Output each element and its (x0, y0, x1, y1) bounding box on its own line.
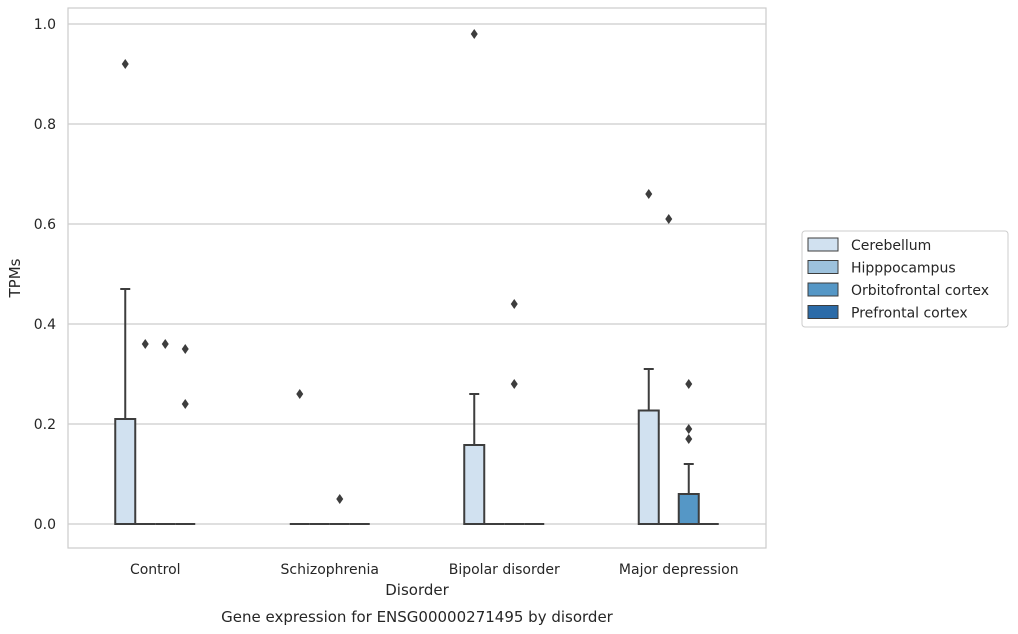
box-body (114, 418, 137, 525)
plot-area-frame (67, 7, 767, 549)
y-tick-label: 0.8 (34, 117, 56, 133)
y-tick-labels: 0.0 0.2 0.4 0.6 0.8 1.0 (34, 17, 56, 533)
box-cerebellum-0 (114, 288, 137, 525)
outlier-point (685, 379, 693, 389)
legend: Cerebellum Hipppocampus Orbitofrontal cort… (801, 230, 1009, 328)
outlier-point (510, 299, 518, 309)
x-tick-label: Schizophrenia (281, 562, 379, 578)
outlier-point (645, 189, 653, 199)
outlier-point (181, 344, 189, 354)
legend-swatch (807, 282, 839, 297)
y-axis-label: TPMs (6, 258, 24, 298)
boxes (114, 288, 719, 525)
y-tick-label: 0.2 (34, 417, 56, 433)
outlier-point (141, 339, 149, 349)
chart-caption: Gene expression for ENSG00000271495 by d… (221, 608, 614, 626)
grid-lines (68, 23, 766, 525)
legend-label: Prefrontal cortex (851, 306, 968, 322)
x-tick-label: Major depression (619, 562, 739, 578)
legend-swatch (807, 237, 839, 252)
y-tick-label: 1.0 (34, 17, 56, 33)
legend-label: Orbitofrontal cortex (851, 283, 989, 299)
outliers (121, 29, 693, 504)
legend-label: Cerebellum (851, 238, 931, 254)
legend-swatch (807, 260, 839, 274)
x-axis-label: Disorder (385, 581, 449, 599)
y-tick-label: 0.4 (34, 317, 56, 333)
outlier-point (665, 214, 673, 224)
outlier-point (685, 434, 693, 444)
box-cerebellum-3 (637, 368, 660, 525)
y-tick-label: 0.0 (34, 517, 56, 533)
box-body (463, 444, 486, 525)
box-orbitofrontal-cortex-3 (677, 463, 700, 525)
outlier-point (336, 494, 344, 504)
outlier-point (296, 389, 304, 399)
outlier-point (470, 29, 478, 39)
x-tick-label: Control (130, 562, 181, 578)
legend-frame (801, 230, 1009, 328)
legend-label: Hipppocampus (851, 261, 956, 277)
x-tick-label: Bipolar disorder (449, 562, 560, 578)
outlier-point (181, 399, 189, 409)
y-tick-label: 0.6 (34, 217, 56, 233)
box-body (677, 493, 700, 525)
x-tick-labels: Control Schizophrenia Bipolar disorder Majo… (130, 562, 739, 578)
legend-swatch (807, 305, 839, 319)
outlier-point (121, 59, 129, 69)
outlier-point (161, 339, 169, 349)
box-cerebellum-2 (463, 393, 486, 525)
outlier-point (685, 424, 693, 434)
box-body (637, 409, 660, 525)
outlier-point (510, 379, 518, 389)
